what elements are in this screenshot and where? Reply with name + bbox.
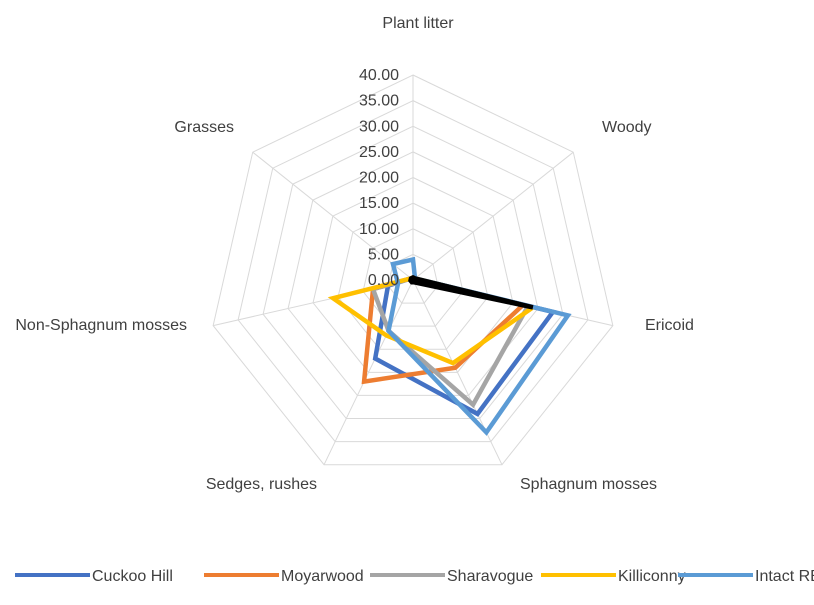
grid-spoke	[412, 151, 574, 281]
axis-label-sedges-rushes: Sedges, rushes	[206, 476, 317, 493]
tick-label: 20.00	[359, 170, 399, 187]
tick-label: 40.00	[359, 67, 399, 84]
grid-ring	[287, 151, 539, 396]
radar-series	[327, 256, 572, 436]
radial-tick-labels: 0.00 5.00 10.00 15.00 20.00 25.00 30.00 35.00 40…	[359, 67, 399, 289]
tick-label: 5.00	[368, 246, 399, 263]
axis-label-non-sphagnum-mosses: Non-Sphagnum mosses	[15, 317, 187, 334]
tick-label: 35.00	[359, 93, 399, 110]
legend-label: Sharavogue	[447, 568, 533, 585]
legend-label: Intact RB	[755, 568, 814, 585]
grid-ring	[262, 125, 564, 420]
axis-label-grasses: Grasses	[174, 119, 234, 136]
grid-ring	[212, 74, 614, 466]
axis-label-ericoid: Ericoid	[645, 317, 694, 334]
tick-label: 15.00	[359, 195, 399, 212]
series-unnamed	[408, 274, 534, 310]
tick-label: 25.00	[359, 144, 399, 161]
legend-label: Killiconny	[618, 568, 686, 585]
grid-spoke	[252, 151, 414, 281]
legend-label: Cuckoo Hill	[92, 568, 173, 585]
tick-label: 30.00	[359, 118, 399, 135]
legend-label: Moyarwood	[281, 568, 364, 585]
axis-label-plant-litter: Plant litter	[382, 15, 454, 32]
grid-spoke	[323, 279, 414, 465]
axis-category-labels: Plant litter Woody Ericoid Sphagnum mosses S…	[15, 15, 694, 493]
axis-label-sphagnum-mosses: Sphagnum mosses	[520, 476, 657, 493]
axis-label-woody: Woody	[602, 119, 652, 136]
legend: Cuckoo Hill Moyarwood Sharavogue Killiconny…	[15, 568, 814, 585]
grid-ring	[362, 228, 464, 327]
tick-label: 0.00	[368, 272, 399, 289]
tick-label: 10.00	[359, 221, 399, 238]
grid-ring	[237, 100, 589, 443]
